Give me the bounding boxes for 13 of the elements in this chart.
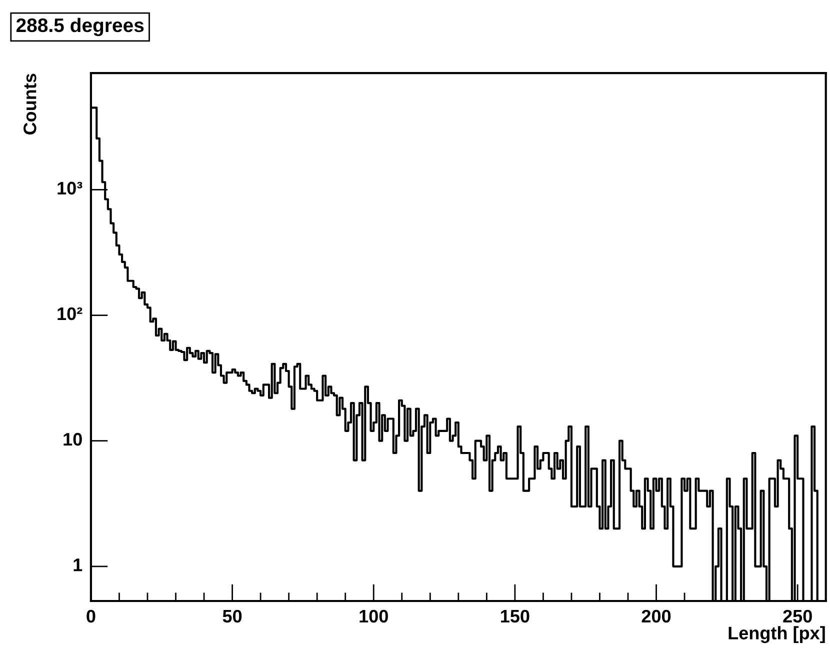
x-tick-label: 50 xyxy=(222,610,242,623)
x-tick-label: 150 xyxy=(501,610,530,623)
y-tick-label: 1 xyxy=(74,558,82,572)
x-tick-label: 0 xyxy=(86,610,96,623)
x-axis-title: Length [px] xyxy=(728,626,825,644)
y-tick-label: 10² xyxy=(58,307,82,320)
y-tick-label: 10³ xyxy=(58,182,82,195)
x-tick-label: 250 xyxy=(783,610,812,623)
x-tick-label: 200 xyxy=(642,610,671,623)
y-axis-title: Counts xyxy=(24,74,36,134)
chart-title: 288.5 degrees xyxy=(16,18,144,36)
x-tick-label: 100 xyxy=(360,610,388,623)
y-tick-label: 10 xyxy=(64,432,82,446)
